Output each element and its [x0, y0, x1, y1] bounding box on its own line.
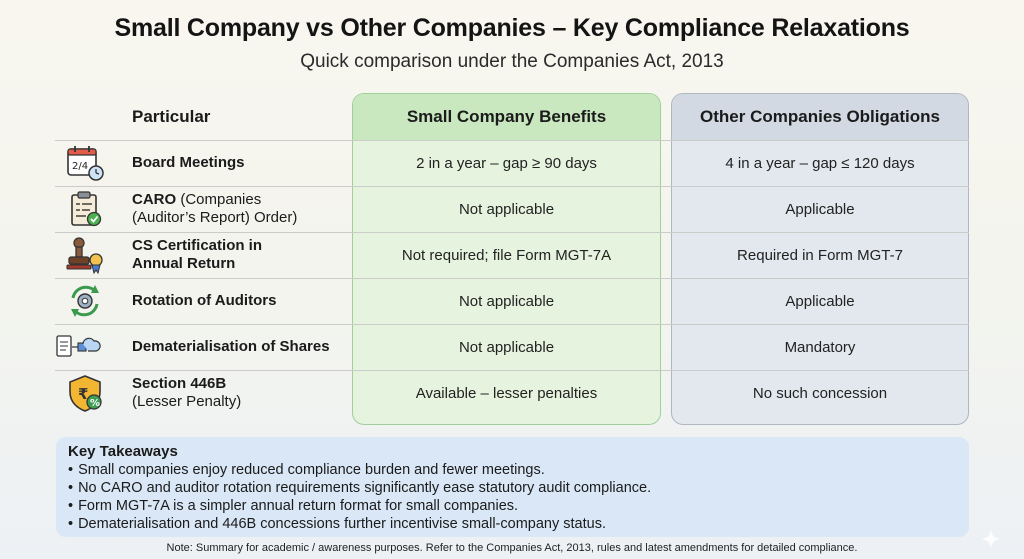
other-companies-value: Applicable	[785, 292, 855, 310]
small-company-value: Not applicable	[458, 292, 555, 310]
rupee-shield-icon: ₹ %	[69, 375, 102, 412]
row-label: Dematerialisation of Shares	[132, 338, 330, 355]
row-label-line2: Annual Return	[132, 255, 236, 272]
svg-text:2/4: 2/4	[72, 161, 88, 172]
header-particular: Particular	[132, 106, 211, 126]
takeaways-list: Small companies enjoy reduced compliance…	[68, 461, 957, 533]
table-row: CS Certification in Annual Return Not re…	[55, 232, 969, 278]
list-item: Small companies enjoy reduced compliance…	[68, 461, 957, 479]
row-label: Section 446B	[132, 375, 227, 392]
row-label: CARO	[132, 191, 177, 208]
other-companies-value: Applicable	[785, 200, 855, 218]
calendar-clock-icon: 2/4	[67, 146, 104, 181]
key-takeaways-box: Key Takeaways Small companies enjoy redu…	[56, 437, 969, 537]
stamp-seal-icon	[66, 237, 103, 274]
takeaways-title: Key Takeaways	[68, 443, 178, 460]
header-small-company: Small Company Benefits	[406, 106, 607, 126]
row-label: Board Meetings	[132, 154, 245, 171]
small-company-value: Not required; file Form MGT-7A	[401, 246, 612, 264]
svg-text:%: %	[90, 398, 100, 409]
small-company-value: Not applicable	[458, 200, 555, 218]
other-companies-value: Required in Form MGT-7	[737, 246, 903, 264]
small-company-value: Not applicable	[458, 338, 555, 356]
svg-text:₹: ₹	[78, 385, 88, 403]
table-row: ₹ % Section 446B (Lesser Penalty) Availa…	[55, 370, 969, 416]
table-row: 2/4 Board Meetings 2 in a year – gap ≥ 9…	[55, 140, 969, 186]
other-companies-value: No such concession	[752, 384, 888, 402]
footer-note: Note: Summary for academic / awareness p…	[166, 542, 858, 554]
small-company-column	[352, 93, 661, 425]
page-subtitle: Quick comparison under the Companies Act…	[300, 51, 724, 72]
rotation-gear-icon	[71, 285, 99, 317]
list-item: No CARO and auditor rotation requirement…	[68, 479, 957, 497]
row-label: CS Certification in	[132, 237, 263, 254]
header-other-companies: Other Companies Obligations	[700, 106, 940, 126]
sparkle-icon	[981, 529, 1001, 549]
clipboard-check-icon	[71, 191, 102, 227]
table-row: CARO (Companies (Auditor’s Report) Order…	[55, 186, 969, 232]
other-companies-value: Mandatory	[784, 338, 856, 356]
list-item: Dematerialisation and 446B concessions f…	[68, 515, 957, 533]
row-label-detail: (Companies	[176, 191, 262, 208]
page-title: Small Company vs Other Companies – Key C…	[114, 14, 910, 42]
small-company-value: 2 in a year – gap ≥ 90 days	[416, 154, 597, 172]
table-row: Dematerialisation of Shares Not applicab…	[55, 324, 969, 370]
row-label: Rotation of Auditors	[132, 292, 277, 309]
document-cloud-icon	[56, 335, 101, 357]
row-label-line2: (Auditor’s Report) Order)	[132, 209, 298, 226]
row-label-line2: (Lesser Penalty)	[132, 393, 242, 410]
small-company-value: Available – lesser penalties	[415, 384, 598, 402]
other-companies-value: 4 in a year – gap ≤ 120 days	[725, 154, 915, 172]
table-row: Rotation of Auditors Not applicable Appl…	[55, 278, 969, 324]
other-companies-column	[671, 93, 969, 425]
list-item: Form MGT-7A is a simpler annual return f…	[68, 497, 957, 515]
